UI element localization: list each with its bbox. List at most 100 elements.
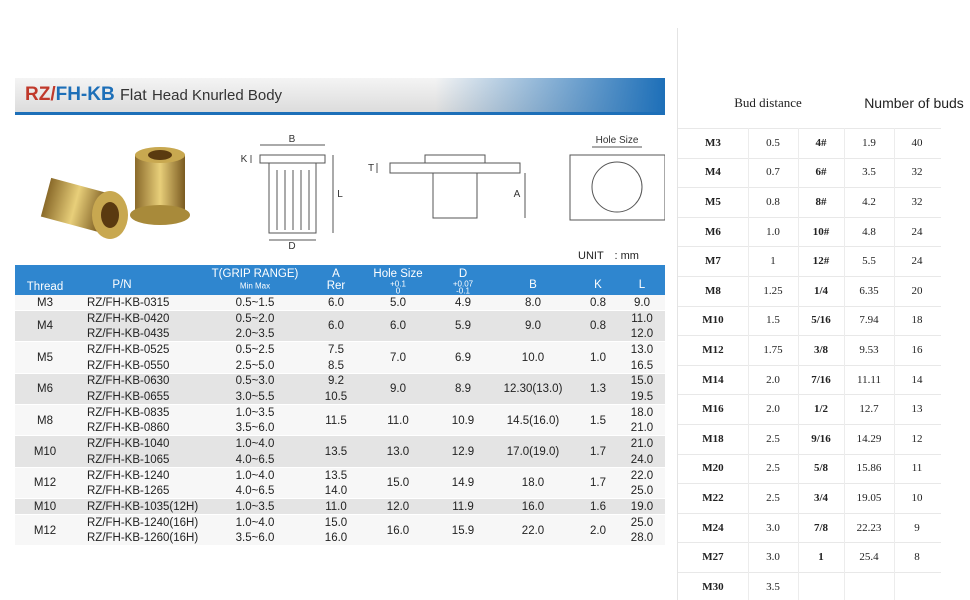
drawing-2	[376, 154, 526, 219]
banner-title: RZ/FH-KB Flat Head Knurled Body	[25, 84, 282, 106]
bud-cell: 3/8	[813, 344, 829, 356]
part-number: RZ/FH-KB-0525	[87, 343, 170, 356]
bud-cell: 25.4	[859, 551, 879, 564]
row-line	[678, 483, 941, 485]
bud-cell: 2.5	[766, 492, 780, 504]
bud-cell: 18	[911, 314, 923, 327]
part-number: RZ/FH-KB-0315	[87, 296, 170, 309]
bud-cell: 7/8	[813, 521, 829, 534]
part-number: RZ/FH-KB-1265	[87, 485, 170, 498]
cell-l: 19.0	[630, 500, 654, 513]
nut-photo	[40, 147, 190, 239]
cell-d: 6.9	[455, 351, 471, 364]
bud-cell: 9.53	[859, 344, 879, 356]
bud-cell: 22.23	[856, 521, 882, 534]
bud-cell: 3.0	[766, 521, 780, 534]
grip-range: 0.5~3.0	[235, 375, 275, 388]
th-hole-up: +0.1	[390, 279, 406, 289]
bud-cell: M6	[705, 225, 721, 238]
cell-hole: 13.0	[386, 446, 410, 458]
grip-range: 1.0~3.5	[235, 500, 275, 513]
cell-l: 22.0	[630, 469, 654, 482]
bud-cell: 5/16	[811, 314, 831, 327]
cell-l: 13.0	[630, 343, 654, 356]
thread: M3	[37, 296, 53, 309]
row-line	[678, 187, 941, 189]
thread: M12	[33, 477, 57, 490]
code-b: FH-KB	[55, 84, 115, 105]
bud-cell: M8	[705, 284, 721, 297]
row-line	[678, 276, 941, 277]
cell-a: 11.5	[325, 414, 347, 427]
part-number: RZ/FH-KB-0835	[87, 406, 170, 419]
bud-cell: 8	[914, 551, 920, 564]
row-line	[678, 305, 941, 307]
cell-k: 1.5	[590, 414, 606, 427]
row-line	[678, 542, 941, 544]
bud-cell: 4#	[815, 136, 827, 149]
bud-cell: M3	[705, 136, 721, 149]
part-number: RZ/FH-KB-1065	[87, 453, 170, 466]
th-grip: T(GRIP RANGE)	[211, 268, 299, 280]
cell-l: 24.0	[630, 453, 654, 466]
th-distance: Bud distance	[734, 95, 802, 110]
cell-b: 12.30(13.0)	[503, 383, 563, 396]
th-d-down: -0.1	[456, 286, 470, 296]
bud-cell: 1/4	[813, 284, 829, 297]
bud-cell: M12	[702, 344, 724, 356]
bud-cell: 9/16	[811, 432, 831, 445]
thread: M4	[37, 320, 53, 333]
bud-cell: 16	[911, 344, 923, 356]
bud-cell: 32	[911, 196, 923, 208]
cell-l: 28.0	[630, 532, 654, 545]
bud-cell: M10	[702, 314, 724, 327]
cell-l: 18.0	[630, 406, 654, 419]
grip-range: 1.0~4.0	[235, 469, 275, 482]
part-number: RZ/FH-KB-0655	[87, 391, 170, 404]
bud-cell: 0.7	[766, 166, 780, 179]
grip-range: 0.5~1.5	[235, 296, 275, 309]
row-line	[678, 512, 941, 514]
row-divider	[15, 309, 665, 311]
cell-l: 21.0	[630, 438, 654, 451]
part-number: RZ/FH-KB-0630	[87, 375, 170, 388]
title-a: Flat	[120, 87, 147, 104]
row-line	[678, 364, 941, 366]
bud-cell: 0.5	[766, 136, 780, 149]
thread: M12	[33, 524, 57, 537]
cell-b: 10.0	[521, 351, 545, 364]
group-row	[15, 467, 665, 500]
label-hole-size: Hole Size	[596, 135, 639, 146]
cell-a: 14.0	[324, 485, 348, 498]
bud-cell: 20	[911, 284, 923, 297]
cell-k: 2.0	[590, 524, 606, 537]
col-line	[894, 128, 895, 600]
row-line	[678, 335, 941, 337]
cell-hole: 7.0	[390, 351, 406, 364]
cell-l: 25.0	[630, 516, 654, 529]
grip-range: 1.0~4.0	[235, 438, 275, 451]
cell-b: 16.0	[521, 500, 545, 513]
bud-cell: 2.0	[766, 373, 780, 386]
cell-l: 25.0	[630, 485, 654, 498]
cell-a: 16.0	[324, 532, 348, 545]
bud-cell: 1.9	[862, 136, 876, 149]
group-row	[15, 295, 665, 311]
cell-b: 18.0	[521, 477, 545, 490]
cell-l: 16.5	[630, 359, 654, 372]
cell-l: 12.0	[630, 328, 654, 341]
cell-a: 6.0	[328, 320, 344, 333]
unit: UNIT : mm	[578, 250, 639, 262]
cell-b: 9.0	[525, 320, 541, 333]
bud-cell: 7.94	[859, 314, 879, 327]
bud-cell: 12.7	[859, 403, 879, 416]
cell-hole: 15.0	[386, 477, 410, 490]
grip-range: 1.0~4.0	[235, 516, 275, 529]
bud-cell: 1/2	[813, 403, 829, 416]
bud-cell: M14	[702, 373, 724, 386]
thread: M10	[33, 446, 57, 458]
grip-range: 0.5~2.0	[235, 312, 275, 325]
col-line	[798, 128, 799, 600]
row-divider	[15, 372, 665, 374]
drawing-3	[569, 146, 665, 221]
